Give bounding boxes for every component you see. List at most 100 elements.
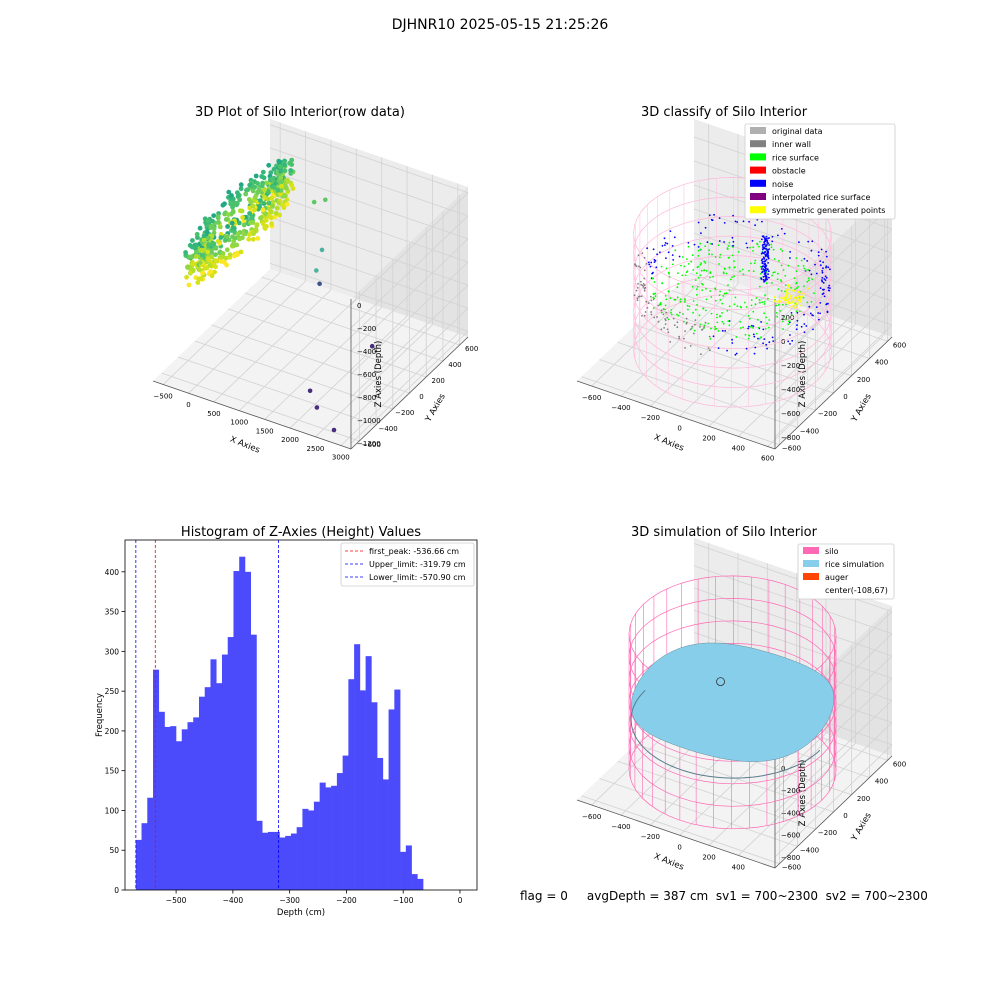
wall-point <box>827 286 830 289</box>
wall-point <box>806 260 809 262</box>
rice-point <box>768 319 771 321</box>
wall-point <box>647 302 650 305</box>
noise-point <box>761 266 763 268</box>
wall-point <box>683 337 685 340</box>
z-tick-label: −200 <box>357 325 376 333</box>
wall-point <box>803 313 805 316</box>
histogram-bar <box>233 571 240 890</box>
histogram-bar <box>158 711 165 890</box>
y-tick-label: 200 <box>857 795 870 803</box>
rice-point <box>754 259 757 262</box>
symmetric-point <box>788 288 791 291</box>
rice-point <box>684 274 687 277</box>
histogram-bar <box>176 741 183 890</box>
raw-point <box>246 236 252 242</box>
classified-points <box>633 213 831 356</box>
rice-point <box>681 274 684 277</box>
wall-point <box>828 289 831 292</box>
raw-point <box>183 250 189 255</box>
raw-point <box>275 187 281 193</box>
legend: first_peak: -536.66 cm Upper_limit: -319.… <box>340 542 475 587</box>
raw-point <box>205 249 211 255</box>
rice-point <box>752 270 755 273</box>
rice-point <box>658 303 661 306</box>
wall-point <box>803 257 806 260</box>
raw-point <box>276 159 282 165</box>
wall-point <box>822 267 824 270</box>
rice-point <box>754 303 757 306</box>
z-tick-label: −600 <box>781 410 800 418</box>
rice-point <box>677 282 679 285</box>
wall-point <box>815 306 818 308</box>
wall-point <box>650 311 652 313</box>
raw-point <box>269 195 275 201</box>
wall-point <box>812 328 814 331</box>
wall-point <box>748 325 750 328</box>
noise-point <box>768 248 771 251</box>
grid-line <box>161 372 360 442</box>
raw-point <box>250 236 256 242</box>
rice-point <box>710 327 712 330</box>
wall-point <box>825 303 828 306</box>
wall-point <box>808 269 811 272</box>
raw-point <box>190 267 196 273</box>
wall-point <box>771 235 774 238</box>
axis-line <box>576 380 776 450</box>
rice-point <box>733 260 735 262</box>
histogram-bar <box>313 801 320 890</box>
histogram-bar <box>405 845 412 890</box>
noise-point <box>765 235 768 238</box>
noise-point <box>765 248 768 250</box>
wall-point <box>723 222 726 224</box>
raw-point <box>201 233 207 239</box>
rice-point <box>780 248 782 251</box>
noise-point <box>767 255 770 257</box>
noise-point <box>767 268 769 271</box>
raw-point <box>243 191 249 197</box>
rice-point <box>705 270 708 272</box>
histogram-bar <box>204 687 211 890</box>
grid-line <box>617 760 816 830</box>
noise-point <box>764 238 766 240</box>
x-axis-label: Depth (cm) <box>277 908 325 918</box>
wall-point <box>653 261 656 263</box>
grid-line <box>774 324 893 438</box>
histogram-bar <box>319 782 326 890</box>
rice-point <box>719 290 721 293</box>
wall-point <box>765 343 768 346</box>
wall-point <box>772 340 775 342</box>
rice-point <box>687 308 689 311</box>
rice-point <box>772 248 775 251</box>
wall-point <box>685 317 688 320</box>
noise-point <box>766 243 768 246</box>
y-tick-label: −200 <box>818 410 837 418</box>
wall-point <box>723 241 725 243</box>
raw-point <box>269 221 274 227</box>
rice-point <box>719 315 721 317</box>
rice-point <box>779 310 781 312</box>
raw-point <box>215 238 221 244</box>
wall-point <box>732 214 734 217</box>
wall-point <box>823 295 826 298</box>
noise-point <box>766 241 769 244</box>
wall-point <box>673 324 676 326</box>
rice-point <box>759 301 761 304</box>
rice-point <box>676 296 679 299</box>
wall-point <box>676 321 679 324</box>
wall-point <box>701 328 704 331</box>
rice-point <box>695 288 698 291</box>
rice-point <box>760 336 762 339</box>
wall-point <box>798 241 800 244</box>
wall-point <box>757 337 759 340</box>
outlier-point <box>319 247 325 253</box>
raw-point <box>248 199 254 205</box>
y-tick-label: −400 <box>800 427 819 435</box>
wall-point <box>734 353 737 356</box>
rice-point <box>770 243 773 246</box>
raw-point <box>279 183 284 189</box>
rice-point <box>653 281 656 283</box>
rice-point <box>788 320 790 323</box>
rice-point <box>726 247 729 250</box>
noise-point <box>761 235 764 238</box>
rice-point <box>797 286 800 288</box>
